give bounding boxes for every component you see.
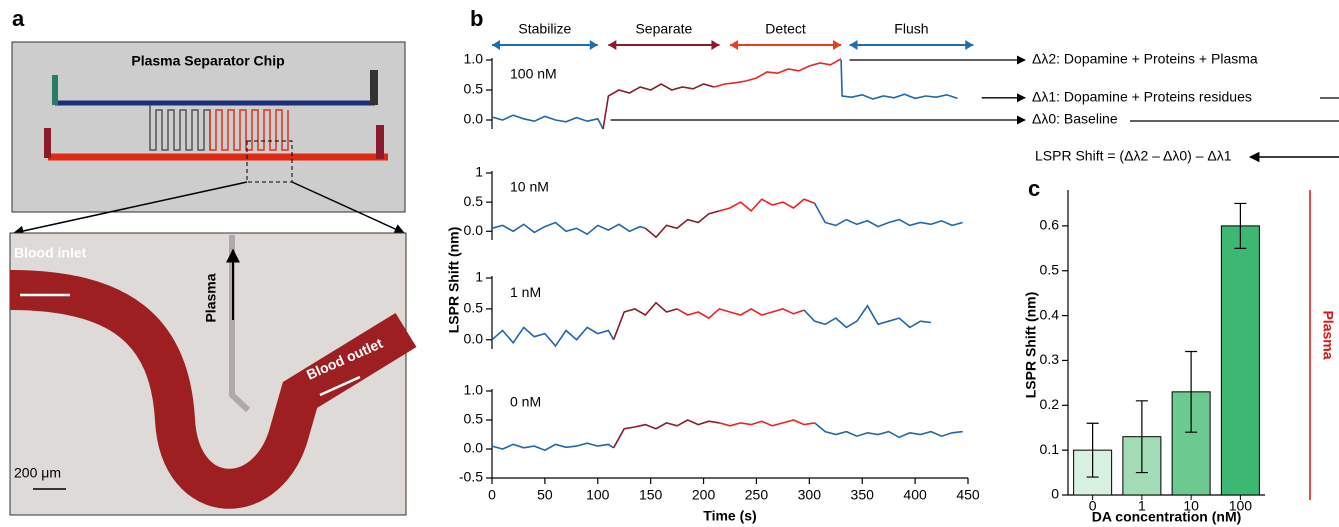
panel-label: b bbox=[470, 6, 483, 31]
trace bbox=[719, 419, 815, 427]
x-tick-label: 450 bbox=[956, 487, 980, 503]
trace bbox=[612, 301, 678, 340]
y-tick-label: 0.5 bbox=[464, 81, 484, 97]
trace bbox=[713, 58, 842, 88]
trace bbox=[491, 221, 646, 236]
y-tick-label: 0.5 bbox=[464, 411, 484, 427]
arrow-head bbox=[492, 40, 500, 50]
trace bbox=[814, 422, 963, 439]
trace bbox=[644, 210, 720, 239]
error-bar bbox=[1234, 202, 1247, 249]
x-tick-label: 10 bbox=[1183, 498, 1199, 514]
x-tick-label: 150 bbox=[639, 487, 663, 503]
y-tick-label: 0.0 bbox=[464, 222, 484, 238]
y-axis-label: LSPR Shift (nm) bbox=[446, 227, 462, 334]
arrow-head bbox=[608, 40, 617, 50]
channel-photo bbox=[9, 232, 417, 516]
y-tick-label: 0.0 bbox=[464, 111, 484, 127]
y-tick-label: 0 bbox=[1051, 486, 1059, 502]
trace-label: 1 nM bbox=[510, 284, 541, 300]
trace bbox=[803, 304, 932, 329]
arrow-head bbox=[730, 40, 738, 50]
x-tick-label: 400 bbox=[903, 487, 927, 503]
y-tick-label: 0.6 bbox=[1040, 217, 1060, 233]
chip-title: Plasma Separator Chip bbox=[131, 53, 284, 69]
chip-photo bbox=[11, 41, 406, 237]
y-tick-label: 0.3 bbox=[1040, 351, 1060, 367]
y-tick-label: 0.1 bbox=[1040, 441, 1060, 457]
trace bbox=[491, 442, 615, 452]
x-tick-label: 100 bbox=[586, 487, 610, 503]
trace bbox=[491, 114, 604, 130]
trace-label: 0 nM bbox=[510, 393, 541, 409]
panel-label: c bbox=[1028, 176, 1040, 201]
y-tick-label: 0.2 bbox=[1040, 396, 1060, 412]
y-tick-label: 0.0 bbox=[464, 440, 484, 456]
y-tick-label: 1.0 bbox=[464, 51, 484, 67]
level-label: Δλ2: Dopamine + Proteins + Plasma bbox=[1032, 51, 1258, 67]
x-tick-label: 250 bbox=[745, 487, 769, 503]
x-axis-label: Time (s) bbox=[703, 508, 756, 524]
error-bar bbox=[1185, 350, 1198, 433]
trace bbox=[840, 59, 958, 100]
x-tick-label: 1 bbox=[1138, 498, 1146, 514]
trace-label: 10 nM bbox=[510, 178, 549, 194]
y-tick-label: 0.0 bbox=[464, 330, 484, 346]
phase-label: Stabilize bbox=[518, 21, 571, 37]
trace bbox=[719, 198, 815, 213]
y-tick-label: 0.4 bbox=[1040, 306, 1060, 322]
trace bbox=[602, 83, 715, 130]
phase-label: Detect bbox=[765, 21, 806, 37]
x-tick-label: 0 bbox=[488, 487, 496, 503]
x-tick-label: 0 bbox=[1089, 498, 1097, 514]
trace bbox=[612, 419, 720, 449]
bar bbox=[1220, 225, 1260, 496]
inlet-label: Blood inlet bbox=[14, 245, 87, 261]
x-tick-label: 100 bbox=[1229, 498, 1253, 514]
phase-label: Flush bbox=[894, 21, 928, 37]
plasma-label: Plasma bbox=[203, 273, 219, 322]
y-tick-label: 0.5 bbox=[464, 300, 484, 316]
y-tick-label: 1 bbox=[475, 164, 483, 180]
level-label: Δλ1: Dopamine + Proteins residues bbox=[1032, 89, 1252, 105]
phase-label: Separate bbox=[635, 21, 692, 37]
trace bbox=[491, 326, 615, 348]
y-axis-label: LSPR Shift (nm) bbox=[1023, 292, 1039, 399]
y-tick-label: 0.5 bbox=[464, 193, 484, 209]
error-bar bbox=[1135, 400, 1148, 474]
scale-label: 200 μm bbox=[14, 465, 61, 481]
side-label: Plasma bbox=[1320, 310, 1336, 359]
arrow-head bbox=[711, 40, 720, 50]
trace bbox=[676, 307, 805, 320]
arrow-head bbox=[833, 40, 842, 50]
x-tick-label: 200 bbox=[692, 487, 716, 503]
y-tick-label: 1.0 bbox=[464, 382, 484, 398]
trace-label: 100 nM bbox=[510, 66, 557, 82]
y-tick-label: 1 bbox=[475, 269, 483, 285]
x-axis-label: DA concentration (nM) bbox=[1092, 509, 1242, 525]
arrow-head bbox=[849, 40, 858, 50]
formula: LSPR Shift = (Δλ2 – Δλ0) – Δλ1 bbox=[1035, 148, 1232, 164]
trace bbox=[813, 202, 963, 228]
x-tick-label: 50 bbox=[537, 487, 553, 503]
level-label: Δλ0: Baseline bbox=[1032, 111, 1118, 127]
y-tick-label: 0.5 bbox=[1040, 261, 1060, 277]
arrow-head bbox=[965, 40, 974, 50]
arrow-head bbox=[589, 40, 598, 50]
error-bar bbox=[1086, 422, 1099, 478]
x-tick-label: 350 bbox=[851, 487, 875, 503]
panel-label: a bbox=[12, 6, 25, 31]
y-tick-label: -0.5 bbox=[459, 469, 483, 485]
x-tick-label: 300 bbox=[798, 487, 822, 503]
